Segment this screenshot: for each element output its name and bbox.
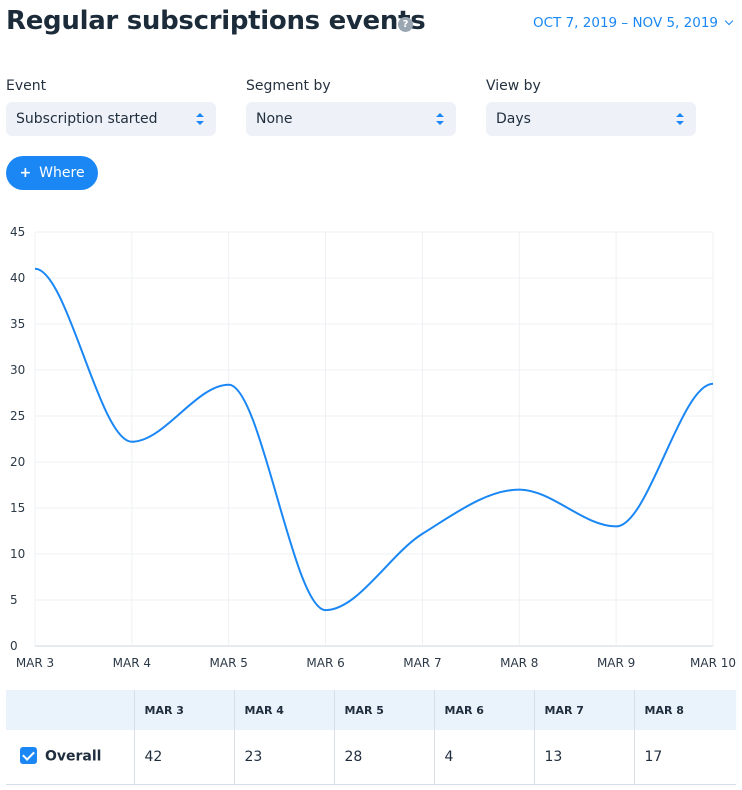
- row-name: Overall: [45, 748, 102, 765]
- column-header: MAR 5: [334, 690, 435, 730]
- segment-select[interactable]: None: [246, 102, 456, 136]
- event-select[interactable]: Subscription started: [6, 102, 216, 136]
- y-tick-label: 30: [10, 363, 25, 377]
- line-chart: 0 5 10 15 20 25 30 35 40 45 MAR 3 MAR 4 MAR 5 MAR 6 MA…: [0, 220, 742, 680]
- column-header: [6, 690, 135, 730]
- y-tick-label: 40: [10, 271, 25, 285]
- x-tick-label: MAR 3: [16, 656, 54, 670]
- view-select[interactable]: Days: [486, 102, 696, 136]
- plus-icon: +: [19, 165, 32, 181]
- table-row: Overall 42 23 28 4 13 17: [6, 730, 736, 785]
- y-tick-label: 15: [10, 501, 25, 515]
- y-tick-label: 5: [10, 593, 18, 607]
- event-label: Event: [6, 78, 47, 94]
- table-cell: 42: [134, 730, 235, 785]
- event-select-value: Subscription started: [16, 111, 158, 127]
- data-table: MAR 3 MAR 4 MAR 5 MAR 6 MAR 7 MAR 8 Over…: [6, 690, 736, 785]
- x-tick-label: MAR 8: [500, 656, 538, 670]
- series-line: [34, 267, 714, 612]
- x-tick-label: MAR 10: [690, 656, 736, 670]
- view-label: View by: [486, 78, 541, 94]
- overall-checkbox[interactable]: [20, 747, 37, 765]
- y-tick-label: 10: [10, 547, 25, 561]
- x-tick-label: MAR 5: [210, 656, 248, 670]
- table-cell: 13: [534, 730, 635, 785]
- view-select-value: Days: [496, 111, 531, 127]
- column-header: MAR 6: [434, 690, 535, 730]
- page-title: Regular subscriptions events: [6, 6, 426, 36]
- y-tick-label: 20: [10, 455, 25, 469]
- date-range-picker[interactable]: OCT 7, 2019 – NOV 5, 2019: [533, 15, 734, 31]
- column-header: MAR 8: [634, 690, 736, 730]
- column-header: MAR 7: [534, 690, 635, 730]
- table-cell: 23: [234, 730, 335, 785]
- table-cell: 28: [334, 730, 435, 785]
- table-cell: 4: [434, 730, 535, 785]
- y-tick-label: 45: [10, 225, 25, 239]
- date-range-label: OCT 7, 2019 – NOV 5, 2019: [533, 15, 718, 31]
- y-tick-label: 25: [10, 409, 25, 423]
- table-header-row: MAR 3 MAR 4 MAR 5 MAR 6 MAR 7 MAR 8: [6, 690, 736, 730]
- column-header: MAR 3: [134, 690, 235, 730]
- where-button-label: Where: [39, 165, 85, 181]
- x-tick-label: MAR 4: [113, 656, 151, 670]
- x-tick-label: MAR 6: [306, 656, 344, 670]
- where-button[interactable]: + Where: [6, 156, 98, 190]
- x-tick-label: MAR 9: [597, 656, 635, 670]
- select-arrows-icon: [676, 113, 684, 125]
- y-tick-label: 0: [10, 639, 18, 653]
- x-tick-label: MAR 7: [403, 656, 441, 670]
- segment-select-value: None: [256, 111, 293, 127]
- help-icon[interactable]: ?: [398, 17, 413, 32]
- select-arrows-icon: [436, 113, 444, 125]
- segment-label: Segment by: [246, 78, 331, 94]
- chart-svg: 0 5 10 15 20 25 30 35 40 45 MAR 3 MAR 4 MAR 5 MAR 6 MA…: [10, 225, 736, 670]
- y-tick-label: 35: [10, 317, 25, 331]
- select-arrows-icon: [196, 113, 204, 125]
- table-cell: 17: [634, 730, 736, 785]
- chevron-down-icon: [724, 16, 734, 26]
- column-header: MAR 4: [234, 690, 335, 730]
- row-name-cell: Overall: [6, 730, 135, 785]
